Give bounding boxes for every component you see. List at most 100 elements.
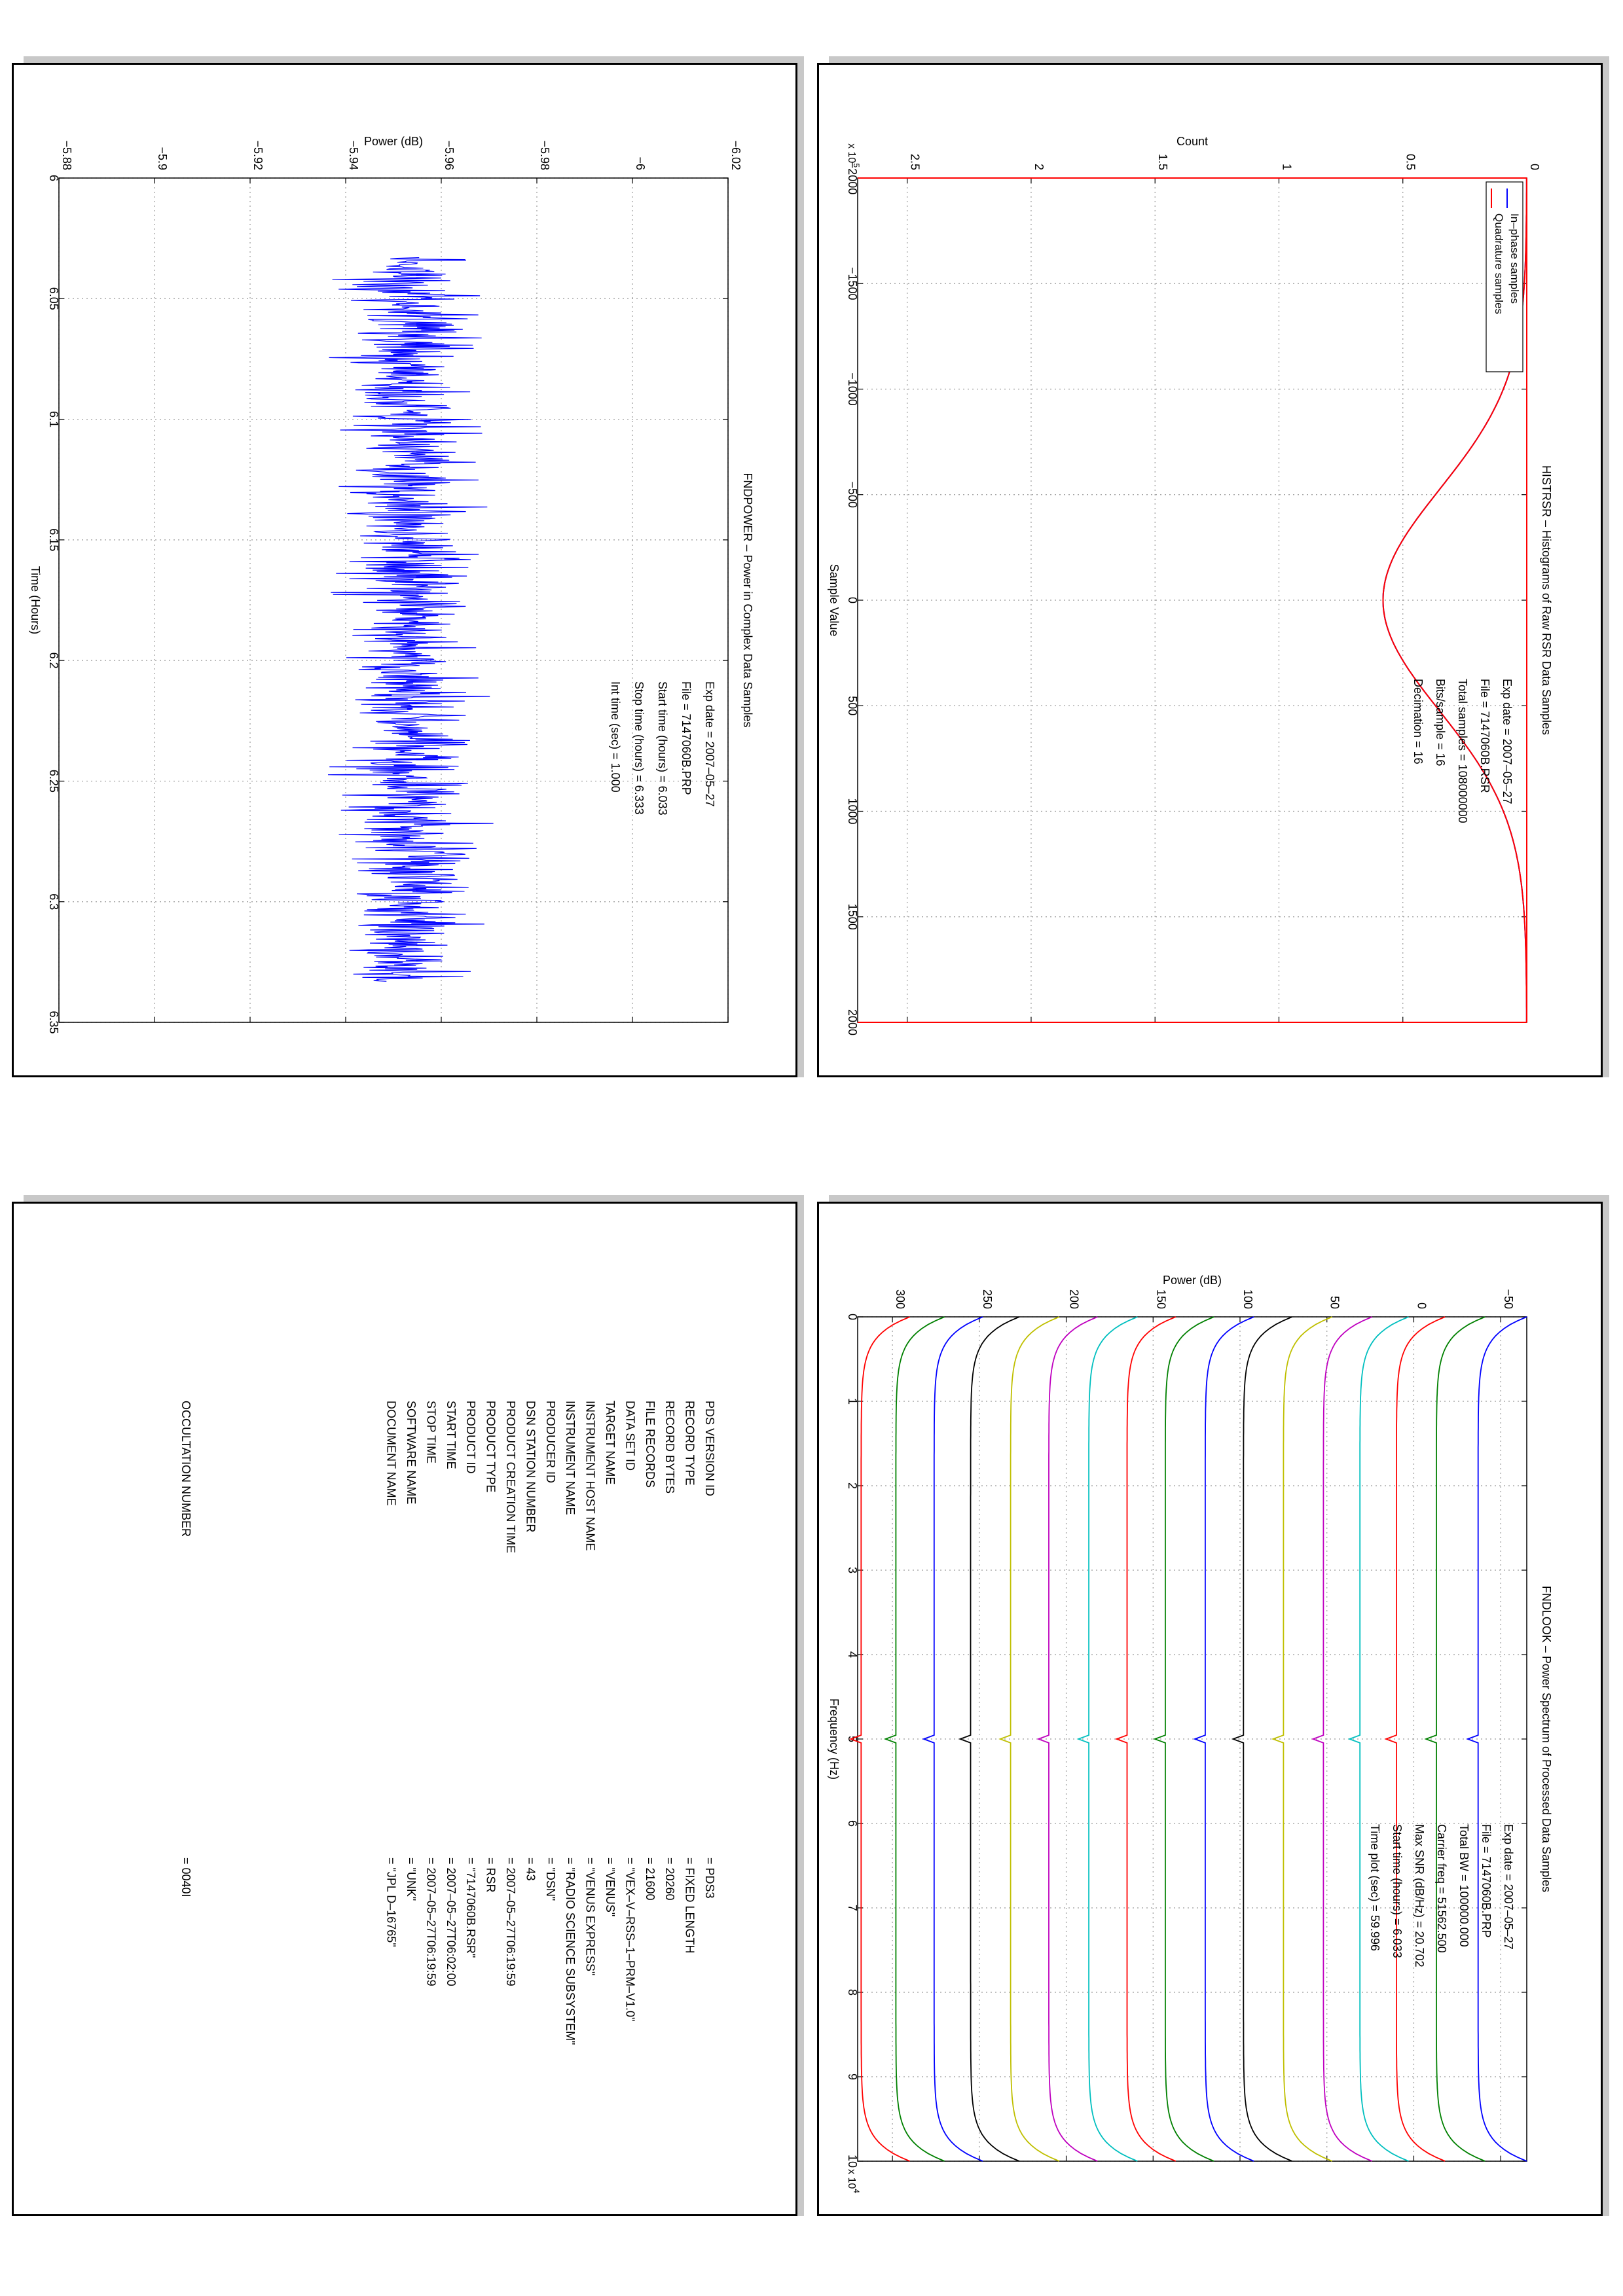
annotation-value: 1.000 [609,763,622,793]
annotation-text: Exp date = 2007–05–27 [1502,1824,1515,1950]
y-tick-label: −5.96 [443,140,456,170]
spectrum-series-line [998,1316,1060,2162]
annotation-label: Stop time (hours) = [632,681,646,785]
annotation-label: Total BW = [1457,1824,1470,1885]
x-tick-label: 6.1 [47,411,60,427]
label-key: PRODUCER ID [544,1401,557,1483]
annotation-text: Bits/sample = 16 [1434,679,1447,766]
spectrum-series-line [1076,1316,1138,2162]
label-value: = "RADIO SCIENCE SUBSYSTEM" [564,1857,577,2045]
annotation-label: Decimation = [1412,679,1425,751]
multiplier-base: x 10 [846,143,857,163]
fndpower-panel: 6 6.05 6.1 6.15 6.2 6.25 6.3 6.35 −6.02 −6 −5.98 −5… [0,0,812,1148]
annotation-value: 2007–05–27 [1501,739,1514,804]
y-axis-label: Count [1176,135,1208,148]
label-key: RECORD TYPE [684,1401,697,1486]
spectrum-series-line [1153,1316,1214,2162]
annotation-label: Exp date = [1502,1824,1515,1884]
annotation-label: Int time (sec) = [609,681,622,763]
panel-shadow [24,56,804,63]
y-tick-label: −5.9 [156,147,169,170]
x-axis-label: Frequency (Hz) [828,1698,841,1780]
fndlook-panel: 0 1 2 3 4 5 6 7 8 9 10 −50 0 50 100 150 200 250 300 Frequen… [812,1148,1623,2296]
annotation-value: 6.033 [656,786,669,816]
y-tick-label: 0 [1415,1302,1428,1309]
label-value: = 21600 [644,1857,657,1901]
annotation-value: 16 [1412,751,1425,764]
x-tick-label: 6.3 [47,893,60,910]
annotation-text: Exp date = 2007–05–27 [1501,679,1514,804]
x-tick-label: 1500 [846,904,859,930]
panel-shadow [829,1195,1609,1202]
annotation-label: Start time (hours) = [656,681,669,786]
pds-label-listing: PDS VERSION ID = PDS3 RECORD TYPE = FIXED L… [179,1401,716,2045]
annotation-label: Max SNR (dB/Hz) = [1413,1824,1426,1931]
chart-title: FNDLOOK – Power Spectrum of Processed Da… [1540,1586,1553,1892]
spectrum-series-line [1311,1316,1373,2162]
legend-label: Quadrature samples [1493,213,1505,314]
panel-shadow [797,56,804,1077]
x-tick-label: 2 [846,1482,859,1489]
y-tick-label: 1 [1280,164,1293,170]
y-tick-label: −6 [634,156,647,170]
annotation-value: 108000000 [1456,764,1469,823]
histrsr-chart: −2000 −1500 −1000 −500 0 500 1000 1500 2000 0 0.5 1… [828,135,1553,1035]
panel-shadow [797,1195,804,2216]
panel-frame [817,63,1603,1077]
spectrum-series-line [1466,1316,1527,2162]
annotation-text: Max SNR (dB/Hz) = 20.702 [1413,1824,1426,1967]
x-tick-label: −1500 [846,267,859,300]
plot-axes-box [58,177,729,1023]
x-tick-label: 1000 [846,798,859,824]
x-tick-label: 6.05 [47,287,60,310]
label-value: = "VENUS EXPRESS" [584,1857,597,1975]
x-tick-label: 6.15 [47,528,60,551]
panel-frame [12,1202,797,2216]
y-tick-label: 2.5 [909,154,922,170]
annotation-value: 2007–05–27 [1502,1884,1515,1950]
spectrum-series-line [1347,1316,1409,2162]
annotation-text: Total samples = 108000000 [1456,679,1469,823]
spectrum-series-line [1424,1316,1486,2162]
annotation-value: 6.333 [632,785,646,815]
spectrum-series-line [1271,1316,1333,2162]
x-axis-multiplier: x 104 [846,2169,861,2193]
legend-box [1486,181,1523,372]
label-value: = 2007–05–27T06:02:00 [445,1857,458,1986]
panel-shadow [24,1195,804,1202]
annotation-value: 16 [1434,753,1447,766]
annotation-text: Start time (hours) = 6.033 [1391,1824,1404,1958]
label-value: = 2007–05–27T06:19:59 [424,1857,437,1986]
y-tick-label: −5.94 [347,140,360,170]
annotation-label: Time plot (sec) = [1368,1824,1381,1915]
x-tick-label: 3 [846,1567,859,1573]
label-value: = "VEX–V–RSS–1–PRM–V1.0" [623,1857,636,2021]
y-tick-label: 0 [1528,164,1541,170]
x-axis-label: Time (Hours) [29,566,42,634]
annotation-text: Carrier freq = 51562.500 [1435,1824,1448,1953]
x-tick-label: −1000 [846,372,859,406]
annotation-text: File = 7147060B.PRP [680,681,693,795]
legend-label: In–phase samples [1508,213,1521,304]
x-tick-label: 2000 [846,1009,859,1035]
label-value: = 0040I [179,1857,192,1897]
y-tick-label: 250 [981,1289,994,1309]
x-tick-label: 0 [846,597,859,603]
y-tick-label: 300 [894,1289,907,1309]
label-key: PRODUCT ID [464,1401,477,1474]
annotation-text: Total BW = 100000.000 [1457,1824,1470,1947]
spectrum-series-line [1114,1316,1176,2162]
y-tick-label: 100 [1241,1289,1254,1309]
annotation-value: 6.033 [1391,1929,1404,1958]
annotation-text: Decimation = 16 [1412,679,1425,764]
annotation-label: Carrier freq = [1435,1824,1448,1897]
multiplier-exponent: 4 [852,2189,861,2193]
label-key: INSTRUMENT HOST NAME [584,1401,597,1551]
y-tick-label: 200 [1068,1289,1081,1309]
panel-shadow [1603,56,1609,1077]
label-key: PDS VERSION ID [703,1401,716,1496]
histrsr-panel: −2000 −1500 −1000 −500 0 500 1000 1500 2000 0 0.5 1… [812,0,1623,1148]
annotation-value: 7147060B.PRP [680,714,693,795]
label-value: = 2007–05–27T06:19:59 [504,1857,517,1986]
